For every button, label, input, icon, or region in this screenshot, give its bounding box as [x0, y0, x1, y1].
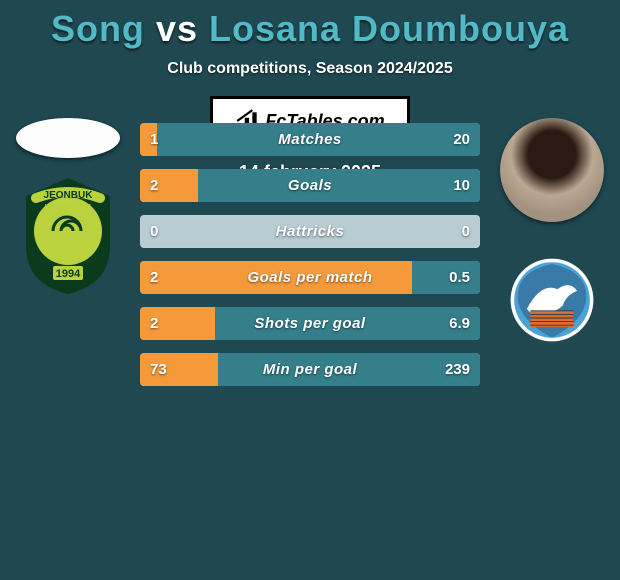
- stat-value-left: 2: [150, 307, 158, 340]
- stat-value-left: 2: [150, 261, 158, 294]
- title-vs: vs: [156, 8, 198, 49]
- stat-label: Goals per match: [140, 261, 480, 294]
- stat-label: Hattricks: [140, 215, 480, 248]
- player2-club-badge: [502, 240, 602, 360]
- stat-label: Shots per goal: [140, 307, 480, 340]
- stat-label: Matches: [140, 123, 480, 156]
- stat-label: Goals: [140, 169, 480, 202]
- stat-row: Goals per match2 0.5: [140, 261, 480, 294]
- right-column: [492, 118, 612, 360]
- subtitle: Club competitions, Season 2024/2025: [0, 60, 620, 78]
- stat-value-right: 0: [462, 215, 470, 248]
- player1-club-badge: JEONBUK HYUNDAI MOTORS 1994: [18, 176, 118, 296]
- stat-value-right: 239: [445, 353, 470, 386]
- stat-row: Shots per goal2 6.9: [140, 307, 480, 340]
- left-column: JEONBUK HYUNDAI MOTORS 1994: [8, 118, 128, 296]
- title-player1: Song: [51, 8, 145, 49]
- player1-avatar: [16, 118, 120, 158]
- stat-value-right: 0.5: [449, 261, 470, 294]
- stat-value-right: 20: [453, 123, 470, 156]
- stat-value-left: 0: [150, 215, 158, 248]
- stats-container: Matches120Goals210Hattricks00Goals per m…: [140, 123, 480, 386]
- stat-value-left: 73: [150, 353, 167, 386]
- club1-year: 1994: [56, 268, 81, 280]
- stat-row: Matches1 20: [140, 123, 480, 156]
- stat-row: Min per goal73 239: [140, 353, 480, 386]
- stat-label: Min per goal: [140, 353, 480, 386]
- stat-row: Hattricks0 0: [140, 215, 480, 248]
- stat-value-left: 2: [150, 169, 158, 202]
- stat-value-right: 6.9: [449, 307, 470, 340]
- club1-sub: HYUNDAI MOTORS: [45, 204, 92, 210]
- page-title: Song vs Losana Doumbouya: [0, 0, 620, 50]
- stat-value-right: 10: [453, 169, 470, 202]
- stat-value-left: 1: [150, 123, 158, 156]
- stat-row: Goals2 10: [140, 169, 480, 202]
- player2-avatar: [500, 118, 604, 222]
- club1-name: JEONBUK: [44, 190, 94, 201]
- title-player2: Losana Doumbouya: [209, 8, 569, 49]
